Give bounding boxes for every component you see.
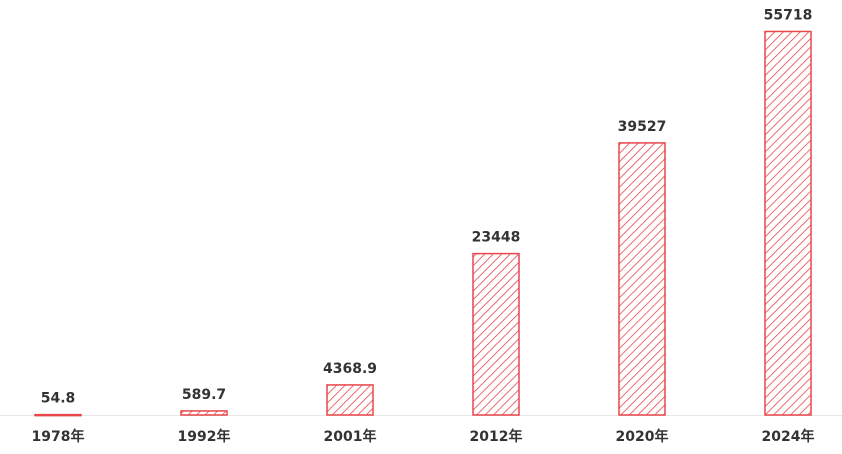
x-tick-label: 2024年: [762, 428, 815, 445]
value-label: 589.7: [182, 387, 226, 403]
bar: [34, 413, 82, 417]
value-label: 39527: [618, 119, 667, 135]
bar: [618, 142, 666, 416]
x-tick-label: 2012年: [470, 428, 523, 445]
value-label: 4368.9: [323, 361, 377, 377]
value-label: 54.8: [41, 391, 76, 407]
bar: [472, 252, 520, 416]
x-tick-label: 1978年: [32, 428, 85, 445]
bar: [764, 30, 812, 416]
x-tick-label: 2001年: [324, 428, 377, 445]
x-tick-label: 1992年: [178, 428, 231, 445]
bar: [180, 410, 228, 416]
value-label: 55718: [764, 7, 813, 23]
x-tick-label: 2020年: [616, 428, 669, 445]
bar: [326, 384, 374, 416]
value-label: 23448: [472, 230, 521, 246]
